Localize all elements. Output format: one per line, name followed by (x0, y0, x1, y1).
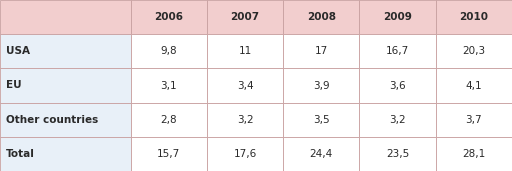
Bar (359, 137, 436, 171)
Text: 24,4: 24,4 (310, 149, 333, 159)
Text: 9,8: 9,8 (160, 46, 177, 56)
Text: 2009: 2009 (383, 12, 412, 22)
Bar (207, 0, 283, 34)
Text: 3,1: 3,1 (160, 81, 177, 90)
Bar (207, 68, 283, 103)
Bar (283, 68, 359, 103)
Bar (0, 0, 131, 34)
Text: 4,1: 4,1 (465, 81, 482, 90)
Text: 3,9: 3,9 (313, 81, 330, 90)
Text: 3,2: 3,2 (237, 115, 253, 125)
Bar (0, 34, 131, 68)
Bar (359, 68, 436, 103)
Text: 16,7: 16,7 (386, 46, 409, 56)
Bar (283, 0, 359, 34)
Bar (283, 103, 359, 137)
Bar (131, 68, 207, 103)
Bar (207, 137, 283, 171)
Bar (283, 137, 359, 171)
Text: 15,7: 15,7 (157, 149, 180, 159)
Text: 23,5: 23,5 (386, 149, 409, 159)
Text: 2,8: 2,8 (160, 115, 177, 125)
Bar (359, 103, 436, 137)
Text: 3,7: 3,7 (465, 115, 482, 125)
Bar (359, 0, 436, 34)
Bar (436, 68, 512, 103)
Text: USA: USA (6, 46, 30, 56)
Text: 3,6: 3,6 (389, 81, 406, 90)
Bar (207, 34, 283, 68)
Bar (131, 34, 207, 68)
Text: Other countries: Other countries (6, 115, 98, 125)
Bar (436, 0, 512, 34)
Bar (436, 34, 512, 68)
Bar (131, 137, 207, 171)
Text: 28,1: 28,1 (462, 149, 485, 159)
Text: 11: 11 (239, 46, 251, 56)
Bar (283, 34, 359, 68)
Text: Total: Total (6, 149, 35, 159)
Text: 3,2: 3,2 (389, 115, 406, 125)
Text: 2008: 2008 (307, 12, 336, 22)
Bar (436, 137, 512, 171)
Bar (131, 0, 207, 34)
Text: 3,5: 3,5 (313, 115, 330, 125)
Bar (0, 103, 131, 137)
Text: 2007: 2007 (230, 12, 260, 22)
Bar (207, 103, 283, 137)
Text: 20,3: 20,3 (462, 46, 485, 56)
Bar (131, 103, 207, 137)
Bar (0, 68, 131, 103)
Text: 2010: 2010 (459, 12, 488, 22)
Bar (436, 103, 512, 137)
Text: 17,6: 17,6 (233, 149, 257, 159)
Text: 2006: 2006 (154, 12, 183, 22)
Bar (359, 34, 436, 68)
Text: 3,4: 3,4 (237, 81, 253, 90)
Text: EU: EU (6, 81, 22, 90)
Bar (0, 137, 131, 171)
Text: 17: 17 (315, 46, 328, 56)
